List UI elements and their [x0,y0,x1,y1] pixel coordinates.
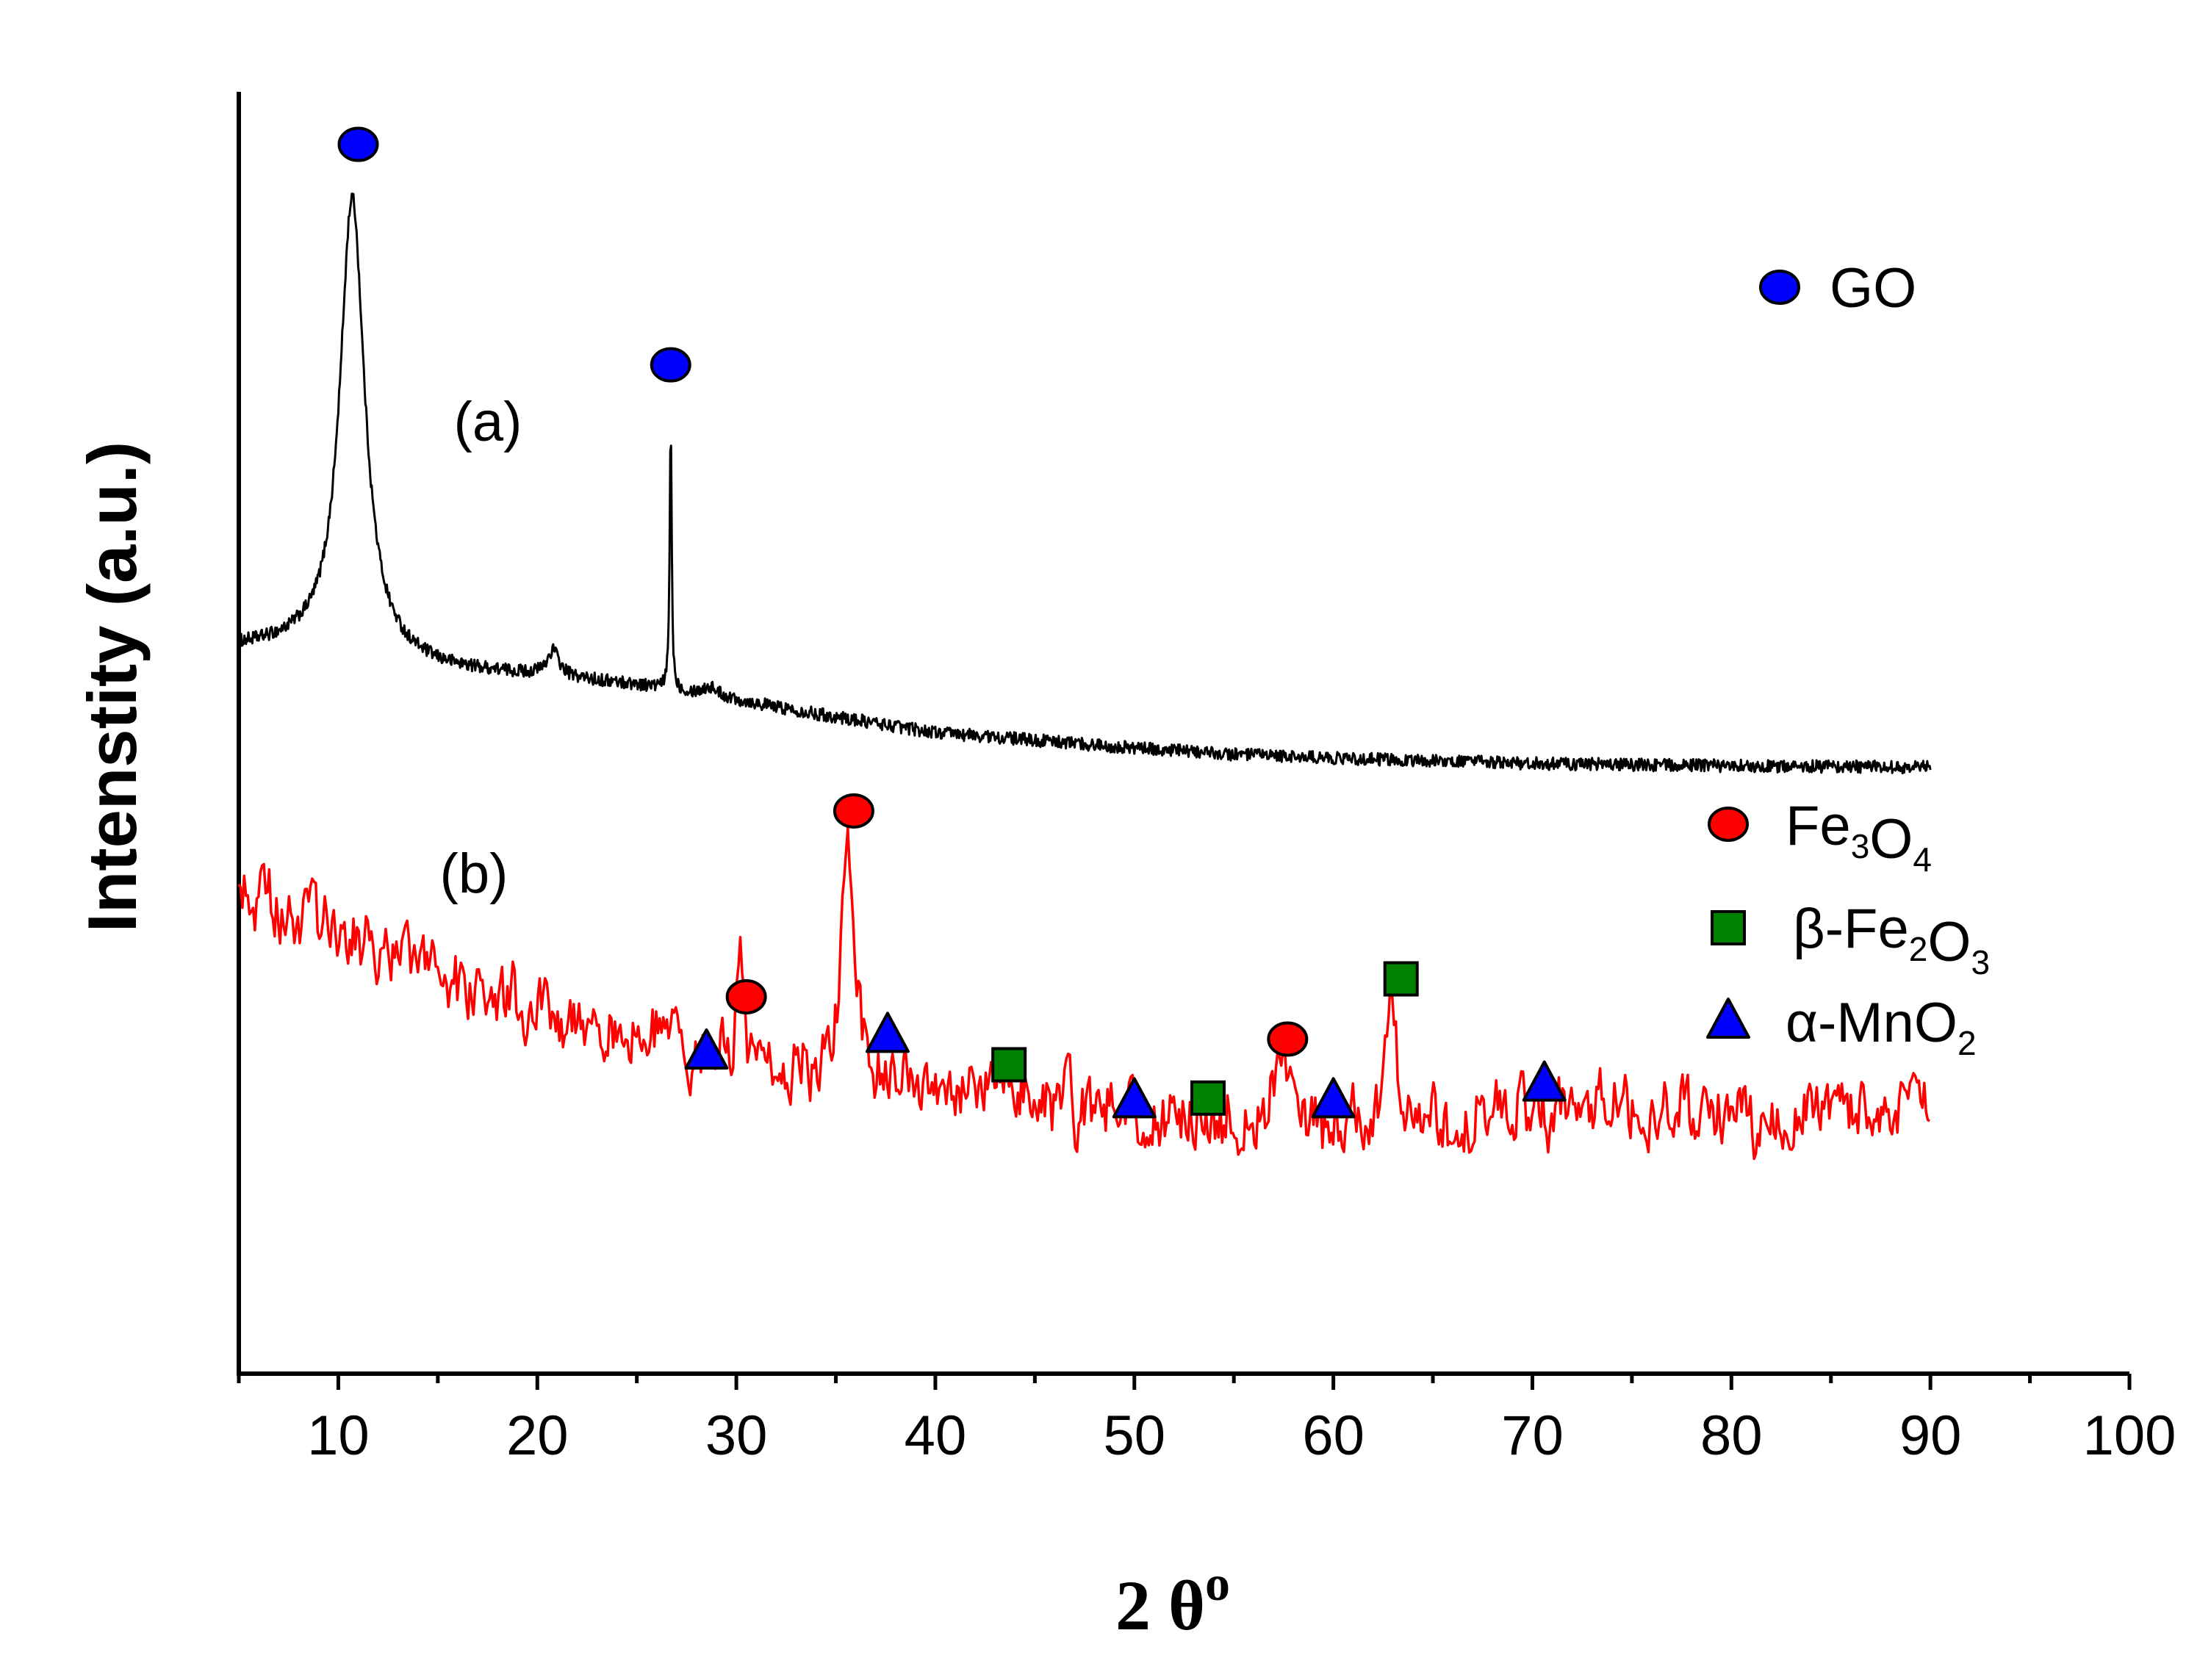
marker-triangle-mno2 [1311,1077,1356,1119]
series-a-line [237,192,1932,775]
legend-circle-icon [1759,270,1800,305]
y-axis-label: Intenstity (a.u.) [73,441,151,932]
x-tick-label: 90 [1899,1405,1962,1467]
marker-circle-fe3o4 [1267,1021,1309,1057]
legend-label: α-MnO2 [1786,992,1977,1062]
legend-label-part: β-Fe [1793,898,1909,960]
marker-square-fe2o3 [991,1047,1027,1083]
legend-label-part: O [1927,911,1971,973]
x-tick-label: 70 [1501,1405,1564,1467]
x-axis-label: 2 θo [1115,1555,1230,1645]
marker-triangle-mno2 [1112,1077,1157,1119]
x-tick-label: 10 [307,1405,370,1467]
legend-square-icon [1711,910,1746,945]
marker-triangle-mno2 [1522,1060,1567,1102]
x-tick-label: 30 [705,1405,768,1467]
axes: 10 20 30 40 50 60 70 80 90 100 [237,92,2176,1467]
series-b-line [237,826,1930,1161]
legend-label: β-Fe2O3 [1793,898,1990,981]
legend-triangle-icon [1706,998,1750,1039]
x-tick-label: 20 [506,1405,569,1467]
marker-triangle-mno2 [865,1012,910,1053]
x-axis-label-main: 2 θ [1115,1566,1205,1645]
legend-label-subscript: 4 [1913,840,1932,879]
x-tick-label: 60 [1302,1405,1365,1467]
marker-circle-go [337,126,379,162]
legend-circle-icon [1708,807,1749,842]
legend-label: GO [1830,257,1916,320]
marker-triangle-mno2 [684,1028,729,1070]
legend-label-subscript: 3 [1971,943,1990,981]
marker-square-fe2o3 [1383,961,1419,997]
legend-label-part: α-MnO [1786,992,1957,1054]
series-label-b: (b) [440,843,508,905]
x-tick-label: 100 [2083,1405,2176,1467]
legend-label-part: GO [1830,257,1916,320]
legend-label-part: Fe [1786,795,1851,857]
phase-markers [337,126,1567,1119]
series-layer [237,192,1932,1161]
legend-label-subscript: 2 [1957,1024,1977,1062]
x-axis-label-sup: o [1205,1555,1230,1611]
marker-circle-fe3o4 [725,978,767,1014]
marker-circle-go [650,347,691,383]
legend-label-subscript: 2 [1909,930,1928,968]
x-tick-label: 50 [1104,1405,1166,1467]
x-tick-label: 40 [905,1405,967,1467]
legend-label-subscript: 3 [1851,827,1870,865]
series-label-a: (a) [454,391,522,453]
marker-circle-fe3o4 [833,793,874,829]
legend-label-part: O [1869,808,1913,870]
x-tick-label: 80 [1700,1405,1763,1467]
legend-label: Fe3O4 [1786,795,1932,879]
marker-square-fe2o3 [1190,1080,1226,1116]
